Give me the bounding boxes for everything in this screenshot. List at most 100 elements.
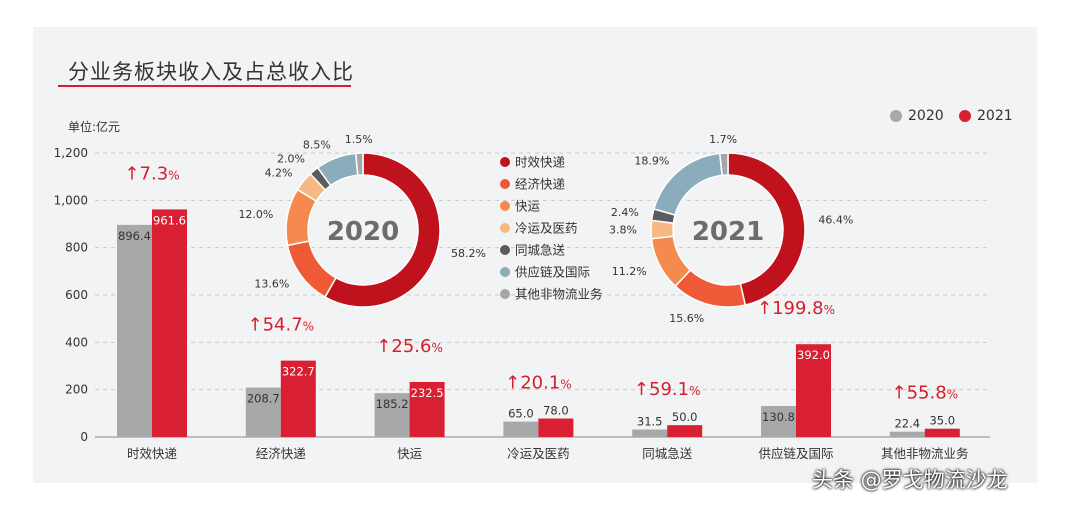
x-tick-label: 同城急送 xyxy=(642,446,693,461)
bar-2021 xyxy=(796,344,831,437)
up-arrow-icon: ↑ xyxy=(505,373,520,394)
pie-legend-label: 经济快递 xyxy=(515,177,566,192)
bar-2020 xyxy=(761,406,796,437)
donut-value-label: 1.7% xyxy=(709,133,737,146)
y-tick-label: 1,000 xyxy=(54,193,88,207)
bar-2021 xyxy=(280,360,316,437)
y-tick-label: 200 xyxy=(65,383,88,397)
bar-value-label: 961.6 xyxy=(153,213,186,227)
bar-2021 xyxy=(538,418,574,437)
donut-value-label: 2.4% xyxy=(611,206,639,219)
donut-value-label: 12.0% xyxy=(238,208,273,221)
bar-2020 xyxy=(245,387,281,437)
bar-value-label: 392.0 xyxy=(797,348,830,362)
donut-segment xyxy=(718,152,729,177)
growth-label: ↑59.1% xyxy=(634,379,701,400)
y-tick-label: 1,200 xyxy=(54,146,88,160)
legend-dot-icon xyxy=(500,179,510,189)
donut-segment xyxy=(354,152,364,177)
x-tick-label: 快运 xyxy=(397,446,423,461)
chart-card xyxy=(33,27,1037,483)
bar-value-label: 31.5 xyxy=(637,415,663,429)
bar-value-label: 22.4 xyxy=(894,417,920,431)
bar-value-label: 232.5 xyxy=(411,386,444,400)
donut-value-label: 58.2% xyxy=(451,247,486,260)
legend-dot-icon xyxy=(500,157,510,167)
up-arrow-icon: ↑ xyxy=(124,163,139,184)
x-tick-label: 冷运及医药 xyxy=(507,446,570,461)
donut-value-label: 13.6% xyxy=(254,277,289,290)
legend-2021: 2021 xyxy=(959,108,1013,124)
pie-legend-label: 供应链及国际 xyxy=(515,265,590,280)
growth-label: ↑55.8% xyxy=(892,383,959,404)
donut-value-label: 3.8% xyxy=(609,223,637,236)
donut-value-label: 46.4% xyxy=(818,214,853,227)
growth-label: ↑54.7% xyxy=(248,315,315,336)
legend-dot-icon xyxy=(890,110,902,122)
legend-dot-icon xyxy=(959,110,971,122)
legend-2020: 2020 xyxy=(890,108,944,124)
y-tick-label: 800 xyxy=(65,241,88,255)
bar-value-label: 78.0 xyxy=(543,404,569,418)
pie-legend-label: 冷运及医药 xyxy=(515,221,578,236)
donut-value-label: 11.2% xyxy=(612,265,647,278)
bar-value-label: 50.0 xyxy=(672,410,698,424)
up-arrow-icon: ↑ xyxy=(634,379,649,400)
bar-value-label: 896.4 xyxy=(118,229,151,243)
bar-2021 xyxy=(409,381,445,437)
bar-2020 xyxy=(632,429,668,437)
donut-segment xyxy=(324,152,441,308)
bar-value-label: 185.2 xyxy=(376,397,409,411)
up-arrow-icon: ↑ xyxy=(376,336,391,357)
up-arrow-icon: ↑ xyxy=(757,298,772,319)
bar-value-label: 208.7 xyxy=(247,392,280,406)
bar-value-label: 130.8 xyxy=(762,410,795,424)
donut-value-label: 8.5% xyxy=(303,138,331,151)
donut-center-label: 2020 xyxy=(327,217,399,247)
x-tick-label: 时效快递 xyxy=(127,446,178,461)
x-tick-label: 供应链及国际 xyxy=(758,446,833,461)
donut-center-label: 2021 xyxy=(692,217,764,247)
up-arrow-icon: ↑ xyxy=(248,315,263,336)
y-tick-label: 600 xyxy=(65,288,88,302)
donut-segment xyxy=(286,240,337,299)
legend-label: 2021 xyxy=(977,108,1013,124)
legend-dot-icon xyxy=(500,267,510,277)
donut-value-label: 2.0% xyxy=(277,152,305,165)
donut-value-label: 18.9% xyxy=(634,154,669,167)
bar-2020 xyxy=(117,224,152,437)
growth-label: ↑7.3% xyxy=(124,163,179,184)
bar-2021 xyxy=(152,209,187,437)
bar-value-label: 65.0 xyxy=(508,407,534,421)
legend-dot-icon xyxy=(500,223,510,233)
legend-dot-icon xyxy=(500,201,510,211)
bar-2021 xyxy=(924,428,960,437)
y-tick-label: 0 xyxy=(80,430,88,444)
y-tick-label: 400 xyxy=(65,335,88,349)
pie-legend-label: 时效快递 xyxy=(515,155,566,170)
bar-value-label: 35.0 xyxy=(929,414,955,428)
legend-dot-icon xyxy=(500,245,510,255)
donut-value-label: 1.5% xyxy=(345,133,373,146)
chart-title: 分业务板块收入及占总收入比 xyxy=(68,60,354,84)
bar-value-label: 322.7 xyxy=(282,365,315,379)
donut-value-label: 4.2% xyxy=(265,166,293,179)
x-tick-label: 经济快递 xyxy=(256,446,307,461)
bar-2021 xyxy=(667,425,703,437)
pie-legend-label: 其他非物流业务 xyxy=(515,287,603,302)
unit-label: 单位:亿元 xyxy=(68,120,121,134)
growth-label: ↑25.6% xyxy=(376,336,443,357)
x-tick-label: 其他非物流业务 xyxy=(881,446,969,461)
bar-2020 xyxy=(503,421,539,437)
pie-legend-label: 快运 xyxy=(515,199,541,214)
bar-2020 xyxy=(889,431,925,437)
donut-value-label: 15.6% xyxy=(669,312,704,325)
growth-label: ↑199.8% xyxy=(757,298,835,319)
legend-dot-icon xyxy=(500,289,510,299)
donut-segment xyxy=(727,152,806,306)
title-underline xyxy=(58,85,351,87)
watermark: 头条 @罗戈物流沙龙 xyxy=(812,468,1008,492)
growth-label: ↑20.1% xyxy=(505,373,572,394)
bar-2020 xyxy=(374,393,410,437)
